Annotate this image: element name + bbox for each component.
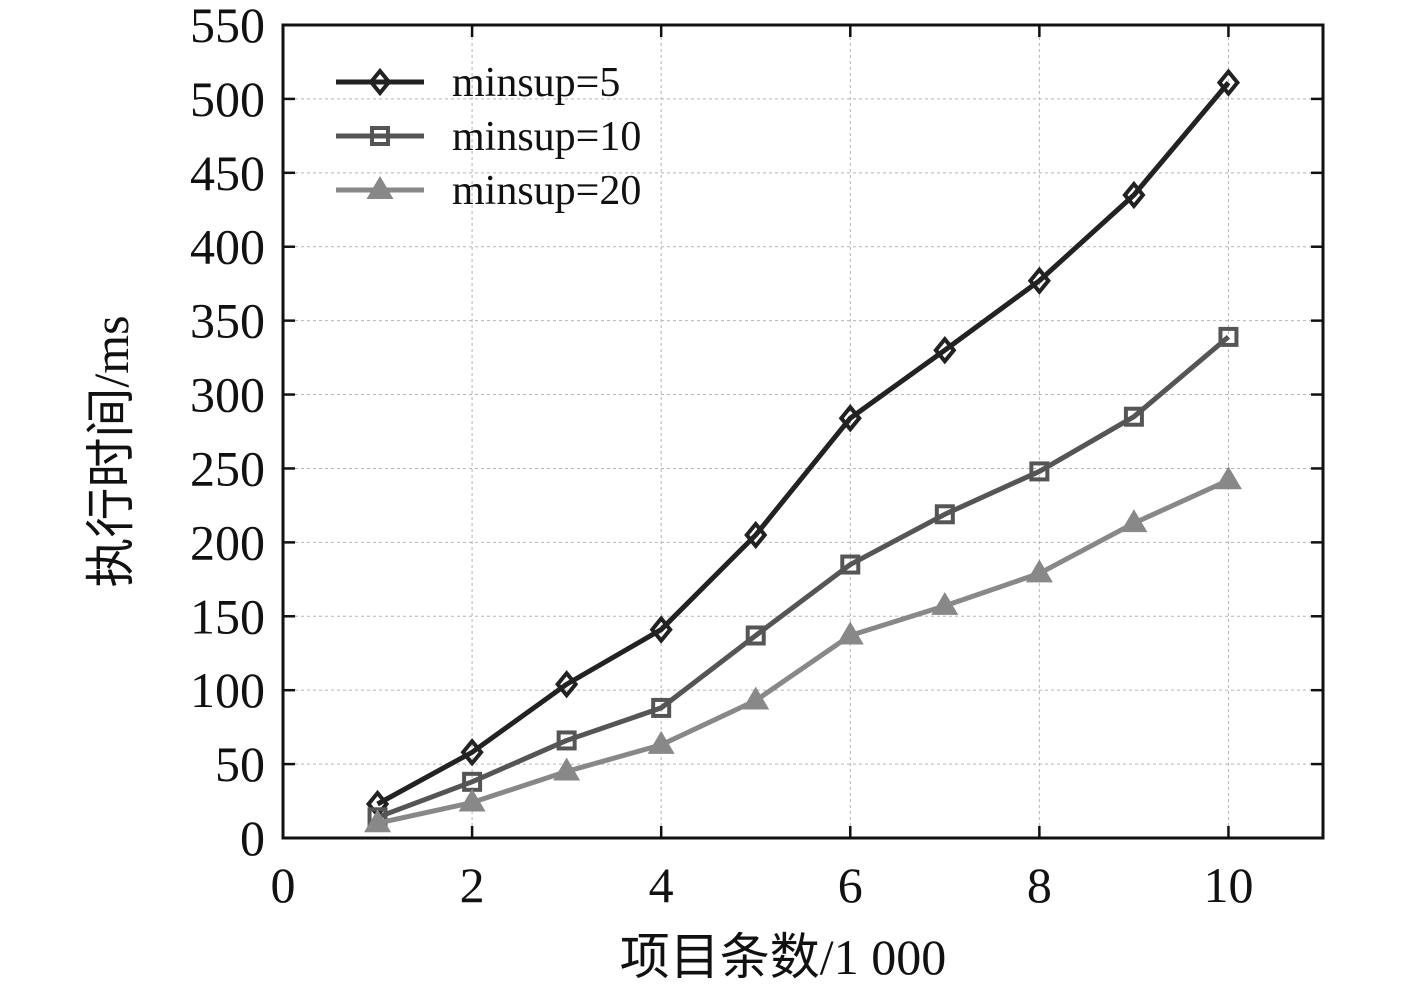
- data-point: [745, 625, 766, 646]
- data-point: [933, 336, 957, 365]
- y-tick-label: 500: [190, 71, 265, 127]
- y-tick-label: 250: [190, 440, 265, 496]
- data-point: [1214, 466, 1242, 490]
- y-axis-title: 执行时间/ms: [83, 315, 139, 587]
- y-tick-label: 300: [190, 367, 265, 423]
- x-tick-label: 10: [1203, 857, 1253, 913]
- data-point: [458, 788, 486, 812]
- series-layer: [364, 68, 1242, 833]
- legend-label: minsup=5: [452, 60, 620, 106]
- series-2: [367, 326, 1239, 828]
- data-point: [836, 621, 864, 645]
- data-point: [364, 809, 392, 833]
- legend-label: minsup=10: [452, 114, 641, 160]
- legend-marker: [366, 176, 394, 199]
- legend: minsup=5 minsup=10 minsup=20: [336, 60, 641, 214]
- legend-item: minsup=5: [336, 60, 620, 106]
- data-point: [651, 697, 672, 718]
- data-point: [647, 730, 675, 754]
- data-point: [1029, 461, 1050, 482]
- data-point: [1120, 509, 1148, 533]
- legend-marker: [368, 67, 392, 97]
- data-point: [1025, 559, 1053, 583]
- legend-item: minsup=10: [336, 114, 641, 160]
- data-point: [742, 686, 770, 710]
- x-tick-label: 0: [271, 857, 296, 913]
- legend-marker: [370, 126, 390, 146]
- y-tick-label: 0: [240, 810, 265, 866]
- x-tick-label: 2: [460, 857, 485, 913]
- data-point: [460, 738, 484, 767]
- y-tick-label: 50: [215, 736, 265, 792]
- data-point: [1216, 68, 1241, 97]
- data-point: [838, 404, 862, 433]
- series-line: [377, 478, 1230, 826]
- data-point: [553, 757, 581, 781]
- data-point: [555, 670, 579, 699]
- data-point: [1218, 326, 1239, 347]
- grid: [283, 25, 1323, 838]
- legend-item: minsup=20: [336, 168, 641, 214]
- y-tick-label: 100: [190, 662, 265, 718]
- x-axis-title: 项目条数/1 000: [620, 929, 946, 985]
- y-tick-label: 350: [190, 293, 265, 349]
- plot-frame: [281, 23, 1325, 840]
- series-3: [364, 466, 1242, 833]
- y-tick-label: 200: [190, 514, 265, 570]
- y-tick-label: 450: [190, 145, 265, 201]
- data-point: [1123, 406, 1144, 427]
- data-point: [556, 730, 577, 751]
- data-point: [649, 615, 673, 644]
- x-tick-label: 8: [1027, 857, 1052, 913]
- y-tick-label: 400: [190, 219, 265, 275]
- x-tick-label: 4: [649, 857, 674, 913]
- legend-label: minsup=20: [452, 168, 641, 214]
- y-tick-label: 550: [190, 0, 265, 53]
- y-tick-label: 150: [190, 588, 265, 644]
- series-line: [376, 334, 1231, 820]
- data-point: [1027, 266, 1051, 295]
- data-point: [931, 591, 959, 615]
- series-1: [365, 68, 1241, 819]
- data-point: [744, 520, 768, 550]
- series-line: [376, 81, 1231, 807]
- data-point: [934, 504, 955, 525]
- data-point: [840, 554, 861, 575]
- data-point: [1122, 180, 1146, 210]
- x-tick-label: 6: [838, 857, 863, 913]
- ticks: 0 50 100 150 200 250 300 350 400 450 500 550 0 2 4 6 8 10: [190, 0, 1323, 913]
